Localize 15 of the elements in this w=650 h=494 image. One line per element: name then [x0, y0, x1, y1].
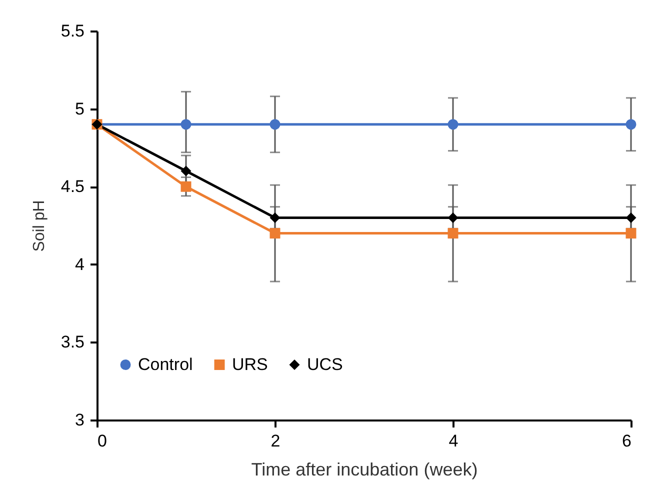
- y-axis-title: Soil pH: [30, 200, 48, 252]
- y-tick-label: 3.5: [60, 332, 84, 352]
- y-tick-label: 5: [75, 99, 84, 118]
- legend-label: Control: [138, 354, 193, 374]
- x-tick-label: 4: [448, 432, 458, 450]
- y-tick-label: 5.5: [60, 22, 84, 40]
- x-tick-label: 6: [622, 432, 632, 450]
- x-axis-title: Time after incubation (week): [251, 460, 478, 480]
- x-tick-label: 0: [98, 432, 107, 450]
- y-tick-label: 4.5: [60, 177, 84, 196]
- legend-label: UCS: [307, 354, 343, 374]
- y-tick-label: 4: [75, 254, 84, 274]
- y-tick-label: 3: [75, 410, 84, 430]
- legend-label: URS: [232, 354, 268, 374]
- x-tick-label: 2: [270, 432, 280, 450]
